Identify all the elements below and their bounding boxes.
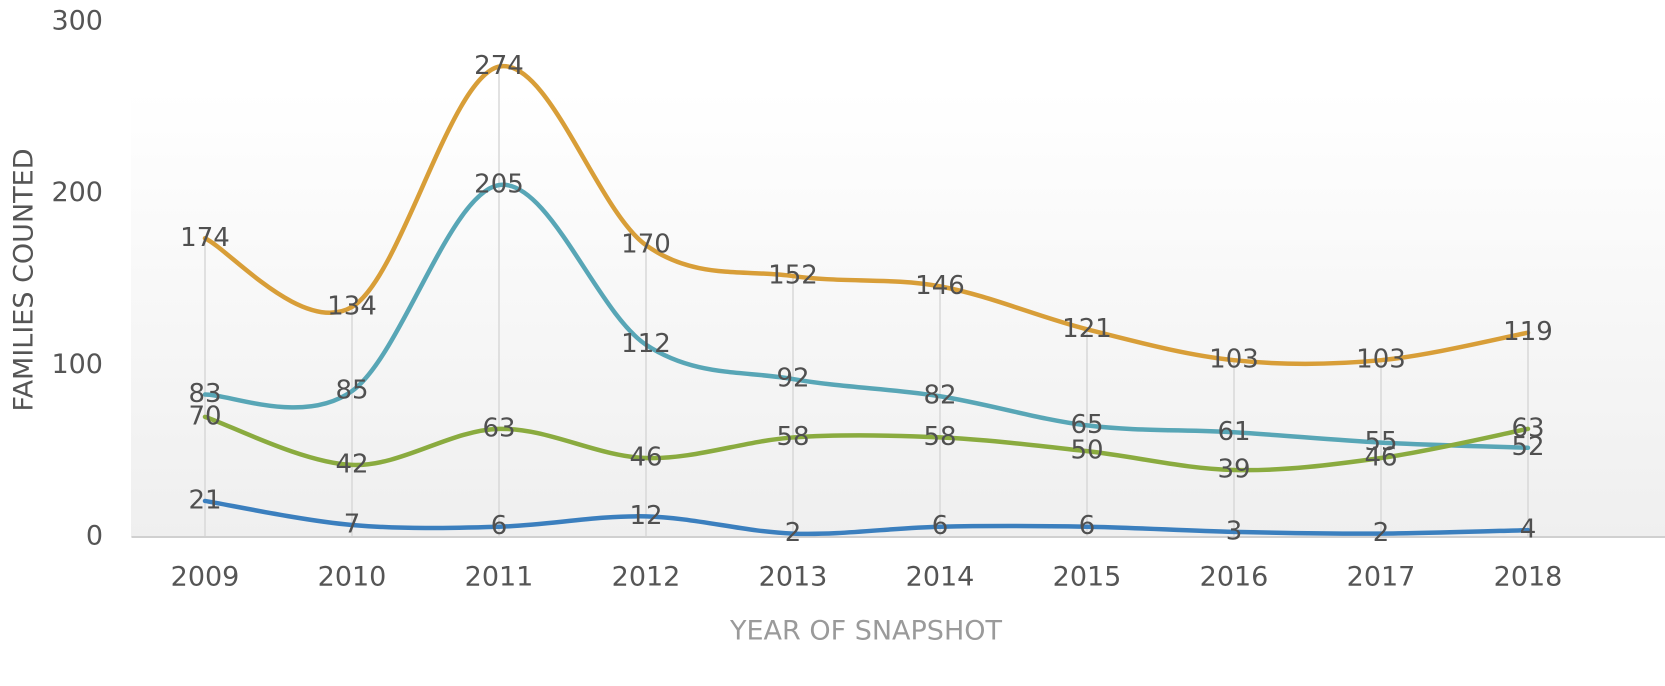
data-label: 39 [1217, 455, 1250, 485]
data-label: 6 [932, 511, 949, 541]
series-line [202, 182, 1531, 450]
data-label: 82 [923, 381, 956, 411]
data-label: 65 [1070, 410, 1103, 440]
data-label: 103 [1356, 345, 1406, 375]
series-line [202, 64, 1531, 367]
data-label: 42 [335, 449, 368, 479]
data-label: 2 [1373, 518, 1390, 548]
data-label: 46 [629, 443, 662, 473]
x-tick-label: 2013 [759, 562, 828, 593]
data-label: 70 [188, 401, 221, 431]
y-tick-label: 0 [86, 521, 103, 552]
data-label: 50 [1070, 436, 1103, 466]
data-label: 83 [188, 379, 221, 409]
data-label: 174 [180, 223, 230, 253]
data-label: 3 [1226, 516, 1243, 546]
x-tick-label: 2018 [1494, 562, 1563, 593]
x-axis-title: YEAR OF SNAPSHOT [729, 616, 1003, 647]
data-label: 134 [327, 291, 377, 321]
y-tick-label: 100 [51, 349, 103, 380]
x-tick-label: 2010 [318, 562, 387, 593]
data-label: 103 [1209, 345, 1259, 375]
x-tick-label: 2012 [612, 562, 681, 593]
data-label: 112 [621, 329, 671, 359]
y-tick-label: 200 [51, 177, 103, 208]
x-tick-label: 2016 [1200, 562, 1269, 593]
y-axis-title: FAMILIES COUNTED [9, 149, 40, 412]
data-label: 63 [1511, 413, 1544, 443]
data-label: 63 [482, 413, 515, 443]
x-tick-label: 2014 [906, 562, 975, 593]
data-label: 274 [474, 51, 524, 81]
data-label: 205 [474, 170, 524, 200]
data-label: 12 [629, 501, 662, 531]
data-label: 58 [776, 422, 809, 452]
data-label: 6 [491, 511, 508, 541]
data-label: 58 [923, 422, 956, 452]
x-tick-label: 2015 [1053, 562, 1122, 593]
data-label: 85 [335, 376, 368, 406]
data-label: 21 [188, 485, 221, 515]
data-label: 7 [344, 509, 361, 539]
data-label: 152 [768, 261, 818, 291]
series-line [202, 498, 1531, 537]
x-tick-label: 2011 [465, 562, 534, 593]
data-label: 121 [1062, 314, 1112, 344]
data-label: 92 [776, 364, 809, 394]
data-label: 52 [1511, 432, 1544, 462]
data-label: 61 [1217, 417, 1250, 447]
data-label: 2 [785, 518, 802, 548]
data-label: 170 [621, 230, 671, 260]
x-tick-label: 2017 [1347, 562, 1416, 593]
x-tick-label: 2009 [171, 562, 240, 593]
y-tick-label: 300 [51, 6, 103, 37]
series-line [202, 414, 1531, 473]
data-label: 146 [915, 271, 965, 301]
data-label: 119 [1503, 317, 1553, 347]
data-label: 46 [1364, 443, 1397, 473]
data-label: 55 [1364, 427, 1397, 457]
data-label: 6 [1079, 511, 1096, 541]
data-label: 4 [1520, 515, 1537, 545]
